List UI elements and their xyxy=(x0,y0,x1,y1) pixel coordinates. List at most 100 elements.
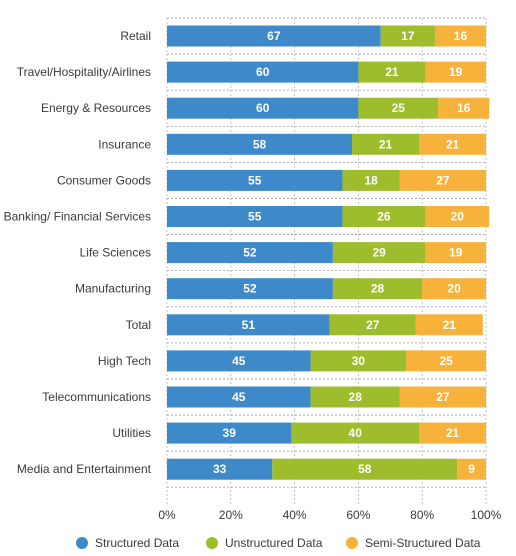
category-label: High Tech xyxy=(98,354,151,368)
data-label: 55 xyxy=(248,210,262,224)
bar-segment xyxy=(167,242,333,264)
data-label: 30 xyxy=(352,354,366,368)
data-label: 29 xyxy=(372,246,386,260)
bar-segment xyxy=(332,278,423,300)
data-label: 58 xyxy=(358,462,372,476)
data-label: 27 xyxy=(436,173,450,187)
data-label: 52 xyxy=(243,246,257,260)
bar-segment xyxy=(352,133,420,155)
data-label: 52 xyxy=(243,282,257,296)
category-label: Telecommunications xyxy=(42,390,151,404)
data-label: 25 xyxy=(392,101,406,115)
data-label: 58 xyxy=(253,137,267,151)
bar-segment xyxy=(310,350,407,372)
bar-segment xyxy=(457,458,486,480)
data-label: 9 xyxy=(468,462,475,476)
bar-segment xyxy=(272,458,458,480)
data-label: 28 xyxy=(349,390,363,404)
data-label: 51 xyxy=(242,318,256,332)
legend-marker xyxy=(346,537,358,549)
data-label: 39 xyxy=(223,426,237,440)
bar-segment xyxy=(380,25,435,47)
bar-segment xyxy=(167,97,359,119)
legend-label: Structured Data xyxy=(95,536,179,550)
bar-segment xyxy=(425,61,486,83)
data-label: 28 xyxy=(371,282,385,296)
data-label: 17 xyxy=(401,29,415,43)
x-tick-label: 0% xyxy=(158,508,176,522)
data-label: 21 xyxy=(446,426,460,440)
data-label: 27 xyxy=(436,390,450,404)
data-label: 21 xyxy=(379,137,393,151)
bar-segment xyxy=(415,314,483,336)
x-axis-ticks: 0% 20% 40% 60% 80% 100% xyxy=(158,508,501,522)
legend-label: Semi-Structured Data xyxy=(365,536,481,550)
bar-segment xyxy=(167,206,343,227)
bar-segment xyxy=(310,386,400,408)
bar-segment xyxy=(425,242,486,264)
data-label: 21 xyxy=(443,318,457,332)
data-label: 18 xyxy=(364,173,378,187)
bar-segment xyxy=(167,422,292,444)
data-label: 20 xyxy=(447,282,461,296)
data-label: 16 xyxy=(454,29,468,43)
bars: 67 17 16 60 21 19 60 25 16 58 21 21 55 18 27 55 26 20 52 29… xyxy=(167,25,490,480)
x-tick-label: 60% xyxy=(346,508,370,522)
bar-segment xyxy=(419,422,486,444)
data-label: 55 xyxy=(248,173,262,187)
category-label: Banking/ Financial Services xyxy=(4,210,151,224)
legend-label: Unstructured Data xyxy=(225,536,323,550)
legend-marker xyxy=(206,537,218,549)
data-label: 60 xyxy=(256,65,270,79)
data-label: 45 xyxy=(232,354,246,368)
data-label: 27 xyxy=(366,318,380,332)
legend: Structured Data Unstructured Data Semi-Str… xyxy=(76,536,481,550)
category-label: Travel/Hospitality/Airlines xyxy=(17,65,151,79)
category-label: Manufacturing xyxy=(75,282,151,296)
category-label: Consumer Goods xyxy=(57,173,151,187)
data-label: 26 xyxy=(377,210,391,224)
bar-segment xyxy=(399,169,486,191)
category-label: Energy & Resources xyxy=(41,101,151,115)
x-tick-label: 100% xyxy=(471,508,502,522)
bar-segment xyxy=(419,133,486,155)
bar-segment xyxy=(425,206,490,227)
category-labels: Retail Travel/Hospitality/Airlines Energy … xyxy=(4,29,152,476)
category-label: Utilities xyxy=(112,426,151,440)
data-label: 21 xyxy=(385,65,399,79)
bar-segment xyxy=(167,61,359,83)
bar-segment xyxy=(342,206,426,227)
category-label: Media and Entertainment xyxy=(17,462,152,476)
bar-segment xyxy=(291,422,420,444)
data-label: 67 xyxy=(267,29,281,43)
bar-segment xyxy=(399,386,486,408)
data-label: 60 xyxy=(256,101,270,115)
legend-marker xyxy=(76,537,88,549)
x-tick-label: 40% xyxy=(283,508,307,522)
data-label: 19 xyxy=(449,65,463,79)
data-label: 19 xyxy=(449,246,463,260)
bar-segment xyxy=(167,25,381,47)
x-tick-label: 80% xyxy=(410,508,434,522)
bar-segment xyxy=(167,169,343,191)
bar-segment xyxy=(358,61,426,83)
data-label: 21 xyxy=(446,137,460,151)
bar-segment xyxy=(342,169,400,191)
category-label: Total xyxy=(126,318,151,332)
bar-segment xyxy=(438,97,490,119)
bar-segment xyxy=(406,350,486,372)
bar-segment xyxy=(167,386,311,408)
data-label: 16 xyxy=(457,101,471,115)
data-label: 25 xyxy=(439,354,453,368)
x-tick-label: 20% xyxy=(219,508,243,522)
bar-segment xyxy=(329,314,416,336)
bar-segment xyxy=(358,97,439,119)
bar-segment xyxy=(167,458,273,480)
category-label: Insurance xyxy=(98,137,151,151)
data-label: 33 xyxy=(213,462,227,476)
bar-segment xyxy=(167,314,330,336)
data-label: 40 xyxy=(349,426,363,440)
bar-segment xyxy=(167,350,311,372)
